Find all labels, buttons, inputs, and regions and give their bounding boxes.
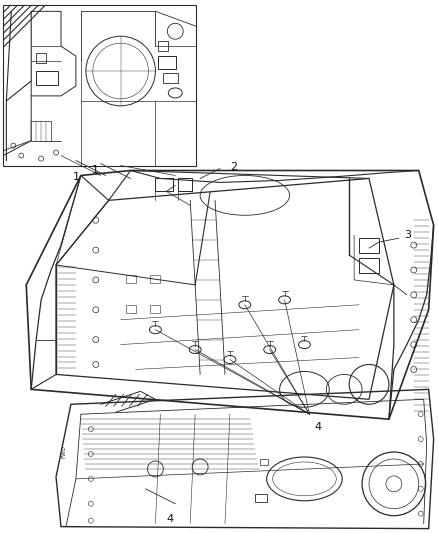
Bar xyxy=(359,258,379,273)
Bar xyxy=(155,179,173,191)
Bar xyxy=(159,41,168,51)
Bar xyxy=(126,305,135,313)
Bar xyxy=(36,71,58,85)
Text: 2: 2 xyxy=(230,161,237,172)
Text: 1: 1 xyxy=(72,173,79,182)
Bar xyxy=(150,275,160,283)
Bar xyxy=(260,459,268,465)
Bar xyxy=(150,305,160,313)
Bar xyxy=(159,56,176,69)
Bar xyxy=(255,494,267,502)
Bar xyxy=(163,73,178,83)
Text: 3: 3 xyxy=(404,230,411,240)
Text: FWD: FWD xyxy=(61,446,67,458)
Text: 4: 4 xyxy=(167,514,174,524)
Text: 1: 1 xyxy=(92,165,99,174)
Bar xyxy=(126,275,135,283)
Bar xyxy=(178,179,192,191)
Text: 4: 4 xyxy=(314,422,321,432)
Bar xyxy=(359,238,379,253)
Bar xyxy=(36,53,46,63)
